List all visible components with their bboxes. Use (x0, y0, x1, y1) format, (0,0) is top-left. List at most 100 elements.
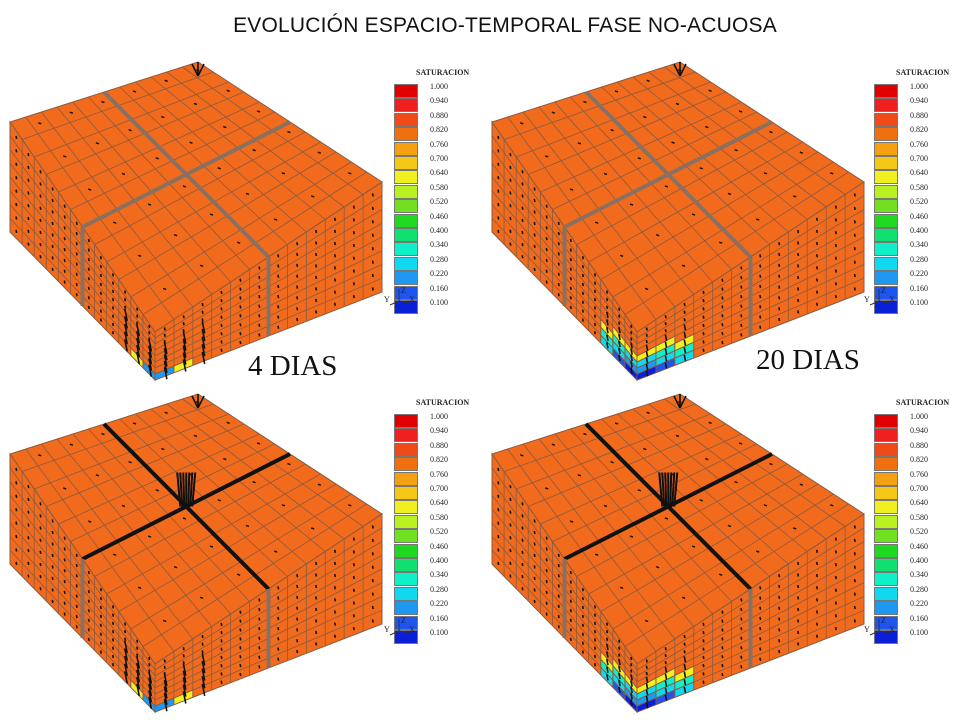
legend-swatch (874, 558, 898, 572)
legend-swatch (394, 141, 418, 156)
apex-arrow (191, 394, 205, 409)
legend-tick-label: 0.820 (910, 125, 928, 135)
legend-tick-label: 0.400 (430, 556, 448, 565)
legend-swatch (874, 615, 898, 630)
panel-top-right (482, 50, 882, 390)
legend-tick-label: 0.640 (430, 168, 448, 178)
legend-tick-label: 0.580 (910, 512, 928, 522)
legend-tick-label: 0.340 (910, 240, 928, 250)
legend-title: SATURACION (896, 68, 950, 77)
legend-tick-label: 0.340 (910, 570, 928, 580)
legend-swatch (394, 285, 418, 300)
legend-swatch (874, 184, 898, 199)
legend-swatch (394, 471, 418, 486)
legend-tick-label: 1.000 (430, 82, 448, 91)
axis-letter-x: X (409, 295, 415, 304)
legend-tick-label: 0.220 (910, 269, 928, 279)
apex-arrow (191, 62, 205, 77)
legend-tick-label: 0.460 (430, 211, 448, 221)
legend-swatch (874, 514, 898, 529)
axis-letter-x: X (889, 295, 895, 304)
legend-tick-label: 0.640 (910, 168, 928, 178)
legend-swatch (874, 170, 898, 185)
legend-tick-label: 0.520 (430, 527, 448, 537)
legend-swatch (874, 156, 898, 170)
legend-swatch (394, 586, 418, 601)
legend-swatch (394, 242, 418, 257)
legend-title: SATURACION (416, 68, 470, 77)
legend-tick-label: 0.340 (430, 240, 448, 250)
legend-swatch (394, 414, 418, 428)
legend-tick-label: 0.640 (430, 498, 448, 508)
legend-swatch (874, 486, 898, 500)
legend-swatch (874, 213, 898, 228)
legend-tick-label: 0.940 (910, 426, 928, 436)
legend-swatch (874, 442, 898, 457)
saturation-legend: SATURACION 1.000 0.940 0.880 0.820 0.760 0.700… (384, 68, 494, 318)
axis-letter-z: Z (881, 286, 886, 295)
saturation-legend: SATURACION 1.000 0.940 0.880 0.820 0.760 0.700… (864, 398, 960, 648)
legend-swatch (874, 112, 898, 127)
panel-top-left (0, 50, 400, 390)
flow-arrows (15, 394, 374, 712)
day-label-20: 20 DIAS (756, 344, 860, 376)
legend-tick-label: 1.000 (910, 412, 928, 421)
legend-tick-label: 0.940 (910, 96, 928, 106)
legend-tick-label: 0.760 (430, 469, 448, 479)
legend-tick-label: 0.700 (910, 154, 928, 163)
legend-swatch (394, 572, 418, 587)
legend-swatch (874, 84, 898, 98)
legend-tick-label: 0.700 (430, 154, 448, 163)
legend-swatch (874, 242, 898, 257)
legend-swatch (394, 256, 418, 271)
legend-tick-label: 0.760 (910, 469, 928, 479)
legend-swatch (394, 457, 418, 472)
legend-tick-label: 0.160 (430, 613, 448, 623)
block-model (9, 393, 383, 714)
legend-tick-label: 0.580 (430, 512, 448, 522)
legend-tick-label: 0.880 (910, 440, 928, 450)
legend-tick-label: 0.220 (910, 599, 928, 609)
legend-swatch (874, 300, 898, 314)
saturation-legend: SATURACION 1.000 0.940 0.880 0.820 0.760 0.700… (864, 68, 960, 318)
legend-tick-label: 0.820 (430, 455, 448, 465)
legend-swatch (394, 98, 418, 113)
legend-swatch (394, 112, 418, 127)
legend-tick-label: 0.100 (430, 298, 448, 307)
legend-swatch (394, 84, 418, 98)
page-title: EVOLUCIÓN ESPACIO-TEMPORAL FASE NO-ACUOS… (233, 14, 777, 37)
legend-tick-label: 0.520 (910, 527, 928, 537)
axis-letter-y: Y (864, 625, 870, 634)
legend-swatch (394, 442, 418, 457)
legend-tick-label: 0.580 (910, 182, 928, 192)
legend-tick-label: 0.400 (910, 226, 928, 235)
legend-swatch (874, 141, 898, 156)
legend-tick-label: 1.000 (910, 82, 928, 91)
legend-swatch (394, 213, 418, 228)
legend-swatch (874, 271, 898, 286)
legend-swatch (394, 558, 418, 572)
legend-tick-label: 0.880 (910, 110, 928, 120)
axis-letter-z: Z (401, 616, 406, 625)
legend-tick-label: 0.340 (430, 570, 448, 580)
legend-swatch (394, 514, 418, 529)
legend-swatch (394, 271, 418, 286)
legend-swatch (394, 615, 418, 630)
legend-tick-label: 0.640 (910, 498, 928, 508)
legend-tick-label: 0.280 (430, 584, 448, 594)
legend-tick-label: 0.100 (430, 628, 448, 637)
legend-tick-label: 0.400 (910, 556, 928, 565)
legend-tick-label: 0.460 (910, 541, 928, 551)
legend-swatch (394, 228, 418, 242)
legend-tick-label: 0.400 (430, 226, 448, 235)
legend-swatch (874, 630, 898, 644)
legend-swatch (874, 543, 898, 558)
legend-tick-label: 0.100 (910, 628, 928, 637)
legend-title: SATURACION (416, 398, 470, 407)
legend-tick-label: 0.520 (910, 197, 928, 207)
legend-swatch (874, 199, 898, 214)
legend-tick-label: 0.460 (910, 211, 928, 221)
